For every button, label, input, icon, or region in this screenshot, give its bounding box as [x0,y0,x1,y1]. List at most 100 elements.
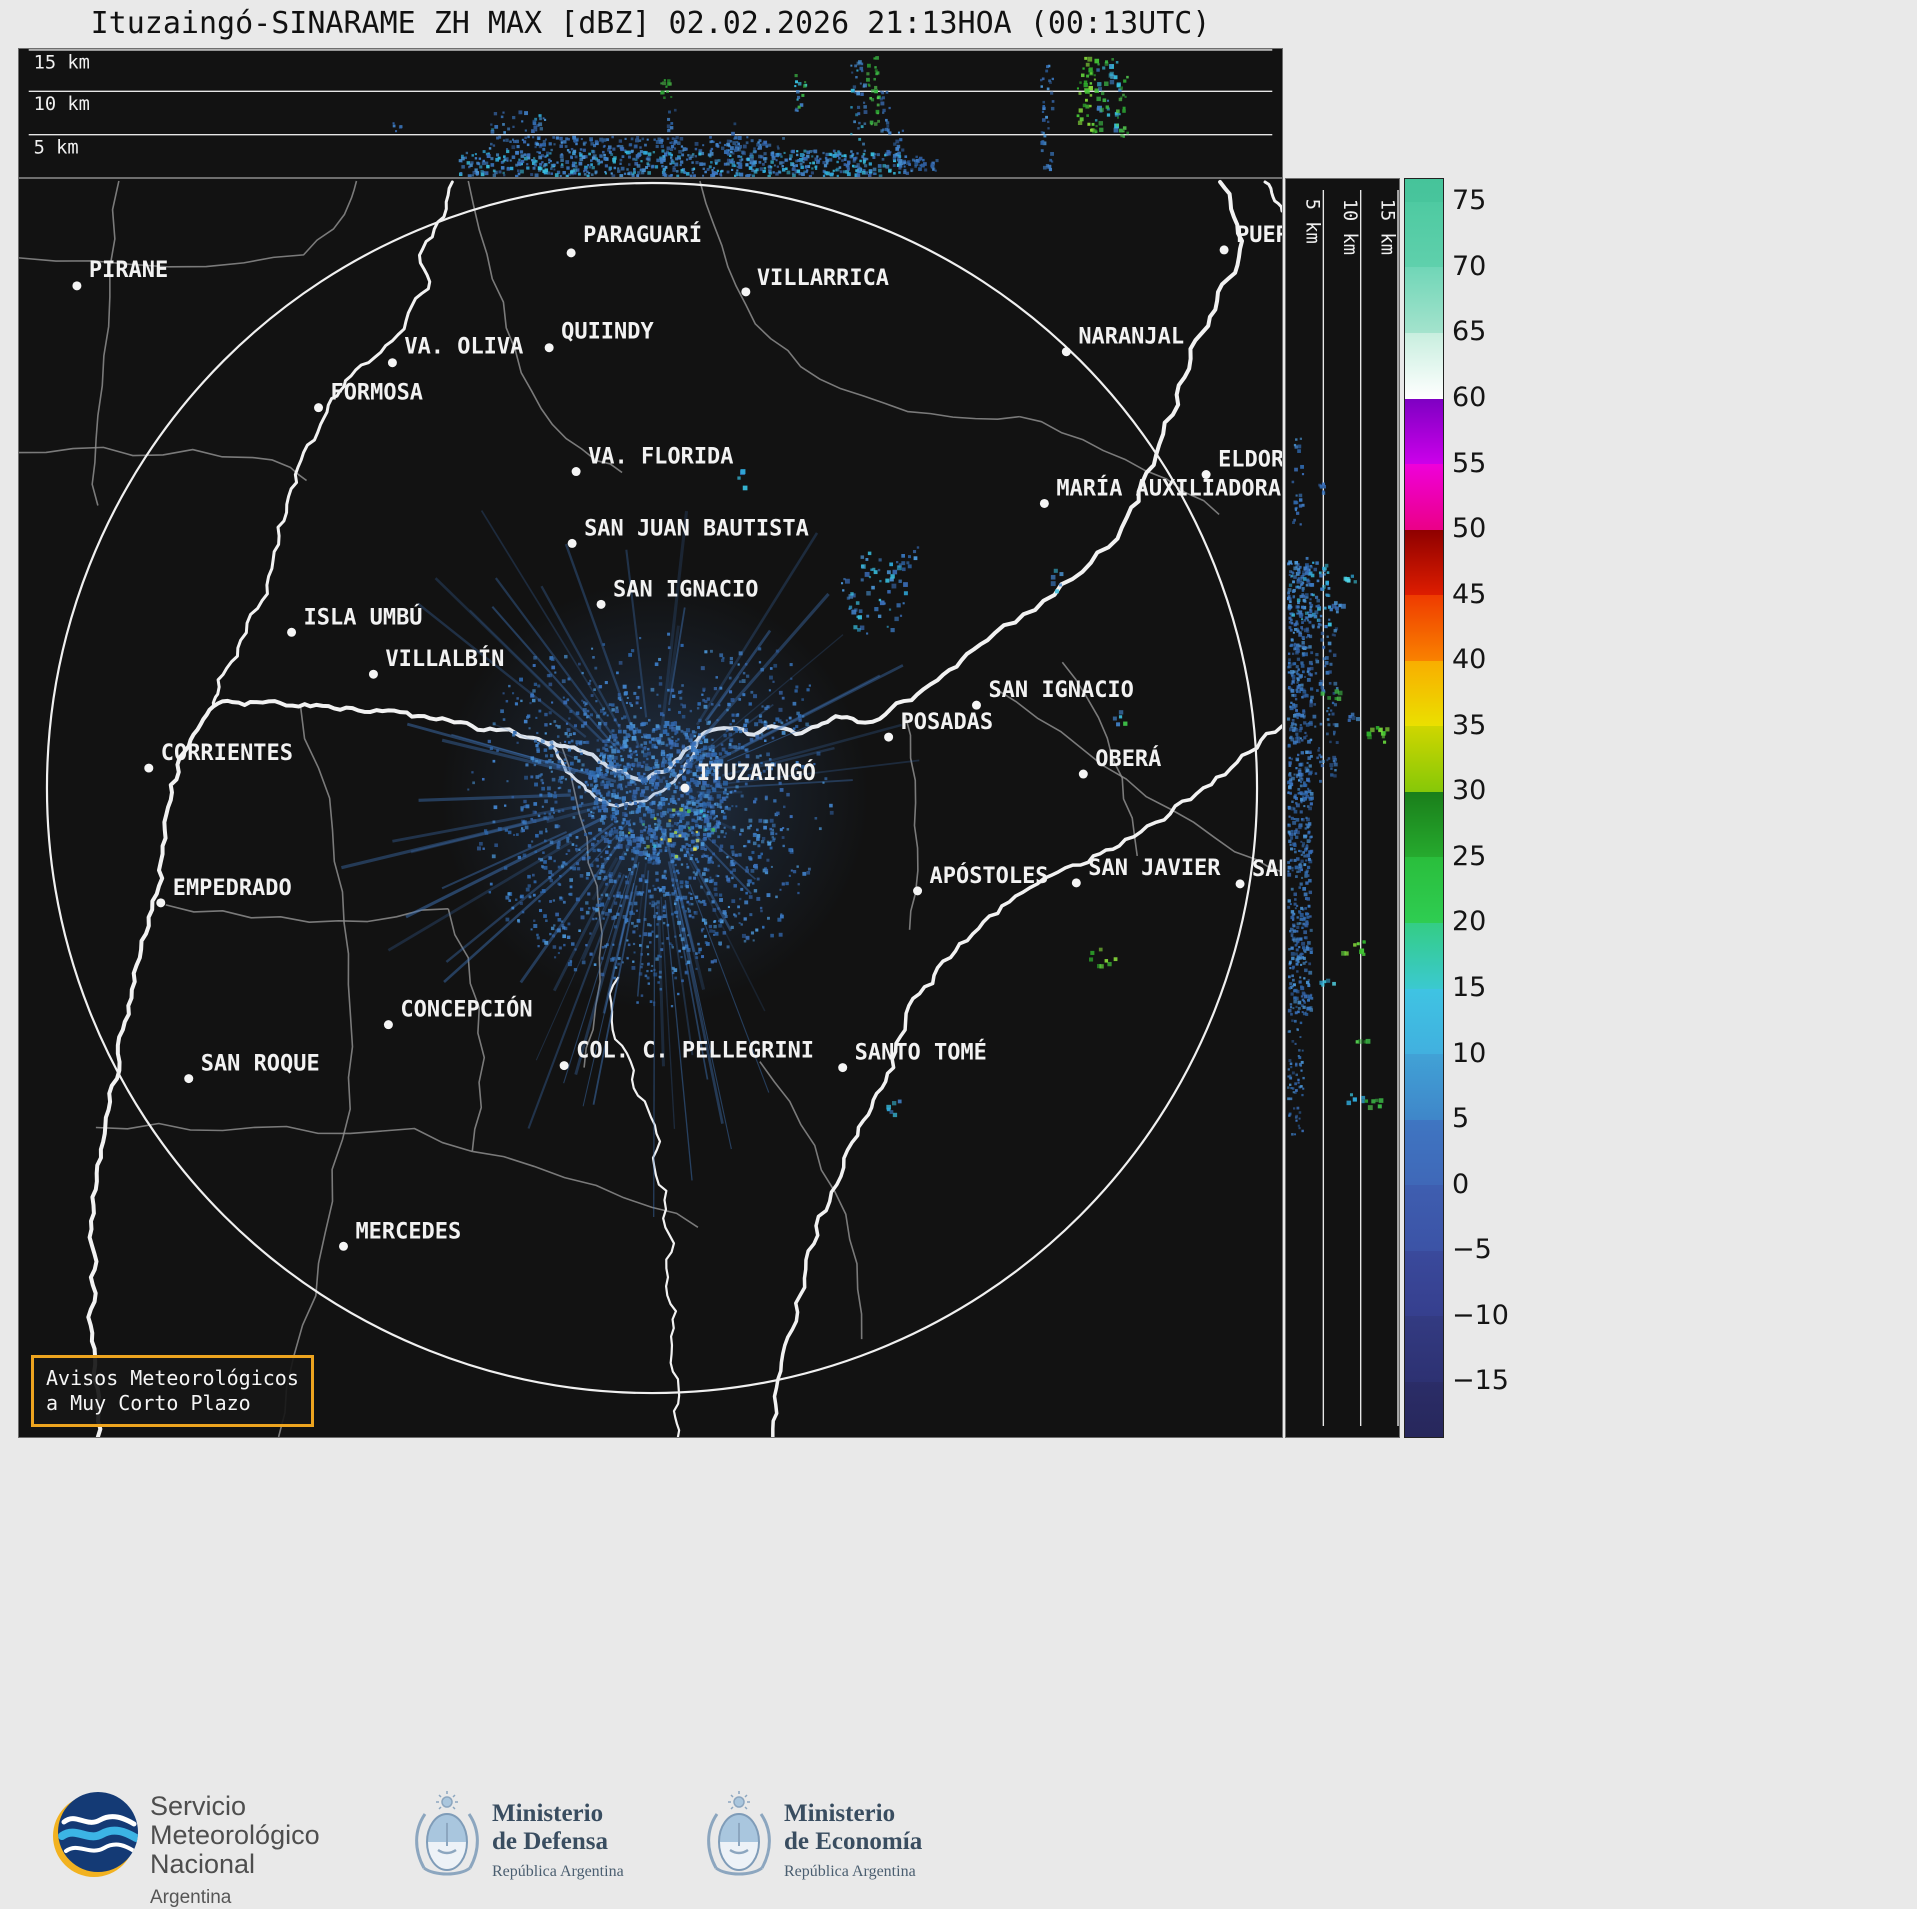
city-dot [971,700,981,710]
warning-line1: Avisos Meteorológicos [46,1366,299,1390]
city-label: VA. FLORIDA [588,445,733,470]
city-dot [1219,245,1229,255]
colorbar-tick-label: 15 [1452,972,1487,1003]
economia-wordmark: Ministerio de Economía República Argenti… [784,1800,922,1881]
height-label: 10 km [34,94,90,115]
city-dot [741,287,751,297]
admin-boundary [19,180,358,268]
right-height-profile-panel: 5 km 10 km 15 km [1285,178,1400,1438]
colorbar-segment [1405,1381,1443,1437]
city-label: MARÍA AUXILIADORA [1056,475,1281,501]
city-label: CONCEPCIÓN [400,997,532,1023]
colorbar-segment [1405,266,1443,333]
city-label: ISLA UMBÚ [304,604,423,630]
smn-wordmark: Servicio Meteorológico Nacional Argentin… [150,1792,320,1909]
city-label: SAN JAVIER [1088,856,1221,881]
right-profile-echoes [1286,437,1390,1136]
admin-boundary [467,180,623,474]
smn-logo-waves [58,1814,138,1853]
colorbar-tick-label: 45 [1452,578,1487,610]
colorbar-tick-label: −10 [1452,1299,1509,1331]
city-label: EMPEDRADO [173,876,292,901]
city-dot [596,599,606,609]
smn-line3: Nacional [150,1849,256,1879]
radar-map: PIRANE PARAGUARÍ PUER VILLARRICA QUIINDY VA. … [19,179,1282,1437]
radar-map-panel: PIRANE PARAGUARÍ PUER VILLARRICA QUIINDY VA. … [18,178,1283,1438]
city-label: FORMOSA [331,381,424,406]
colorbar-tick-label: 5 [1452,1103,1470,1135]
top-profile-echoes [392,56,1130,177]
city-label: SAN IGNACIO [613,577,758,602]
admin-boundary [19,446,308,482]
defensa-line2: de Defensa [492,1828,608,1855]
colorbar-tick-label: 40 [1452,644,1487,676]
city-dot [184,1074,194,1084]
colorbar-segment [1405,660,1443,727]
colorbar-segment [1405,179,1443,202]
city-label: SAN IGNACIO [988,678,1133,703]
city-label: CORRIENTES [161,741,293,766]
height-label: 15 km [1376,199,1397,255]
colorbar-segment [1405,1053,1443,1120]
city-dot [544,343,554,353]
admin-boundary [1061,661,1139,857]
right-height-profile: 5 km 10 km 15 km [1286,189,1399,1427]
river-corriente [608,976,681,1437]
colorbar-tick-label: 55 [1452,447,1487,479]
river-paraguay [211,180,454,708]
colorbar-segment [1405,725,1443,792]
colorbar-segment [1405,201,1443,268]
city-dot [368,669,378,679]
city-label: VILLARRICA [757,266,889,291]
city-dot [1235,879,1245,889]
defensa-wordmark: Ministerio de Defensa República Argentin… [492,1800,624,1881]
admin-boundary [91,180,120,506]
radar-echoes [467,469,1128,1118]
smn-line1: Servicio [150,1791,247,1821]
colorbar-segment [1405,463,1443,530]
river-uruguay [771,724,1282,1437]
colorbar-segment [1405,1250,1443,1317]
colorbar-segment [1405,922,1443,989]
city-label: PARAGUARÍ [583,222,702,248]
city-label: PIRANE [89,258,168,283]
city-dot [387,358,397,368]
product-title: Ituzaingó-SINARAME ZH MAX [dBZ] 02.02.20… [90,6,1211,41]
city-dot [383,1020,393,1030]
city-label: QUIINDY [561,320,654,345]
colorbar-segment [1405,1119,1443,1186]
city-dot [838,1063,848,1073]
city-dot [913,886,923,896]
admin-boundary [277,706,354,1437]
economia-sub: República Argentina [784,1863,916,1880]
smn-logo [53,1792,138,1877]
colorbar-segment [1405,988,1443,1055]
range-ring [45,181,1259,1395]
city-dot [314,403,324,413]
city-dot [567,538,577,548]
defensa-coat-of-arms [415,1790,479,1876]
city-label: POSADAS [901,710,994,735]
city-label: OBERÁ [1095,746,1161,772]
defensa-sub: República Argentina [492,1863,624,1880]
colorbar-segment [1405,856,1443,924]
city-label: ELDOR [1218,448,1282,473]
colorbar-segment [1405,594,1443,661]
economia-coat-of-arms [707,1790,771,1876]
colorbar-tick-label: −15 [1452,1365,1509,1397]
colorbar-segment [1405,791,1443,858]
city-dot [680,783,690,793]
city-label: SAN JUAN BAUTISTA [584,516,809,541]
admin-boundary [994,687,1282,873]
warning-badge: Avisos Meteorológicos a Muy Corto Plazo [31,1355,314,1427]
echo-glow [440,580,870,1010]
city-dot [1071,878,1081,888]
colorbar-tick-label: 0 [1452,1168,1470,1200]
city-dot [338,1241,348,1251]
colorbar-tick-label: 50 [1452,513,1487,545]
colorbar-segment [1405,398,1443,465]
city-label: MERCEDES [355,1219,461,1244]
colorbar-tick-label: 25 [1452,840,1487,872]
city-label: VA. OLIVA [404,335,523,360]
